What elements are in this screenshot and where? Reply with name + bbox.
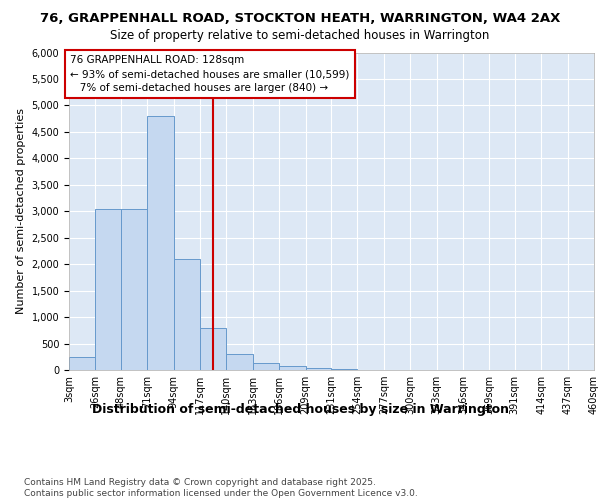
Bar (305, 368, 331, 370)
Bar (200, 328, 226, 370)
Text: Distribution of semi-detached houses by size in Warrington: Distribution of semi-detached houses by … (91, 402, 509, 415)
Bar (253, 362, 279, 370)
Bar (279, 366, 305, 370)
Y-axis label: Number of semi-detached properties: Number of semi-detached properties (16, 108, 26, 314)
Text: Size of property relative to semi-detached houses in Warrington: Size of property relative to semi-detach… (110, 29, 490, 42)
Text: 76, GRAPPENHALL ROAD, STOCKTON HEATH, WARRINGTON, WA4 2AX: 76, GRAPPENHALL ROAD, STOCKTON HEATH, WA… (40, 12, 560, 26)
Bar (69, 357, 95, 370)
Text: Contains HM Land Registry data © Crown copyright and database right 2025.
Contai: Contains HM Land Registry data © Crown c… (24, 478, 418, 498)
Bar (226, 354, 253, 370)
Text: 76 GRAPPENHALL ROAD: 128sqm
← 93% of semi-detached houses are smaller (10,599)
 : 76 GRAPPENHALL ROAD: 128sqm ← 93% of sem… (70, 55, 350, 93)
Bar (121, 208, 147, 370)
Bar (147, 116, 173, 370)
Bar (95, 208, 121, 370)
Bar (173, 259, 200, 370)
